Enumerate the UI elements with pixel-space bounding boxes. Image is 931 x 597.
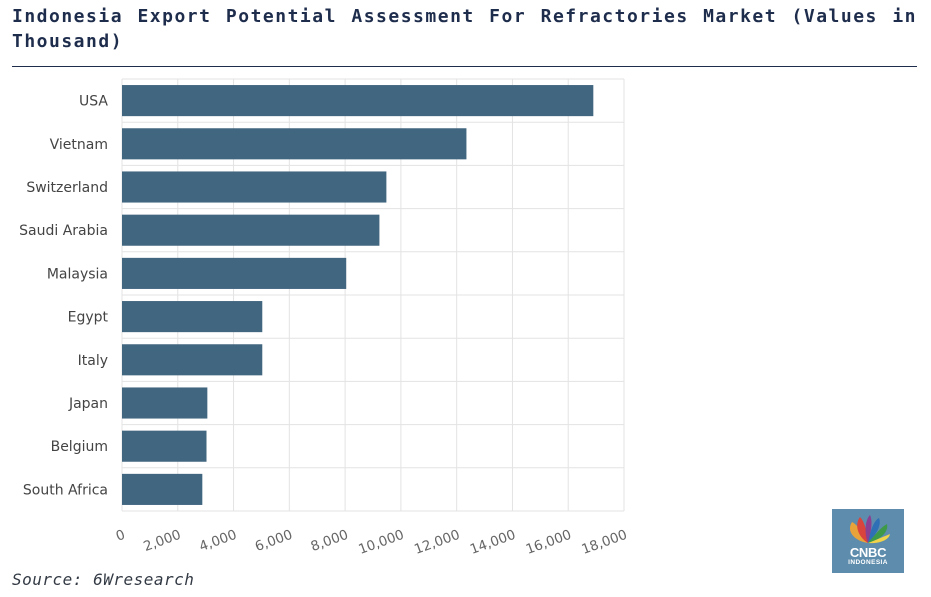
category-label: Malaysia [47,266,108,282]
logo-wordmark: CNBC [849,545,887,560]
logo-subtext: INDONESIA [848,559,888,566]
chart-title: Indonesia Export Potential Assessment Fo… [12,6,917,52]
x-tick-label: 0 [114,527,128,545]
bar-belgium [122,430,207,462]
bar-chart: USA Vietnam Switzerland Saudi Arabia Malaysi… [19,78,630,558]
bar-usa [122,85,594,117]
category-label: Belgium [51,439,108,455]
cnbc-indonesia-logo: CNBC INDONESIA [832,509,904,573]
bar-malaysia [122,257,347,289]
x-tick-label: 6,000 [253,527,295,555]
bar-egypt [122,301,263,333]
bar-switzerland [122,171,387,203]
category-label: Italy [78,353,108,369]
x-tick-label: 12,000 [412,527,462,558]
category-label: Switzerland [26,180,108,196]
x-tick-label: 4,000 [197,527,239,555]
category-label: South Africa [23,482,108,498]
bar-vietnam [122,128,467,160]
category-label: USA [79,94,108,110]
x-tick-labels: 0 2,000 4,000 6,000 8,000 10,000 12,000 14,000 1… [114,527,630,558]
x-tick-label: 2,000 [141,527,183,555]
source-note: Source: 6Wresearch [12,570,195,589]
x-tick-label: 8,000 [309,527,351,555]
peacock-icon [849,515,890,544]
bar-italy [122,344,263,376]
category-label: Vietnam [50,137,108,153]
x-tick-label: 16,000 [524,527,574,558]
category-label: Saudi Arabia [19,223,108,239]
x-tick-label: 14,000 [468,527,518,558]
category-label: Japan [68,396,108,412]
x-tick-label: 10,000 [356,527,406,558]
title-divider [12,66,917,67]
x-tick-label: 18,000 [579,527,629,558]
category-labels: USA Vietnam Switzerland Saudi Arabia Malaysi… [19,94,108,499]
bar-south-africa [122,473,203,505]
category-label: Egypt [68,310,109,326]
bar-saudi-arabia [122,214,380,246]
bar-japan [122,387,208,419]
bars [122,85,594,505]
